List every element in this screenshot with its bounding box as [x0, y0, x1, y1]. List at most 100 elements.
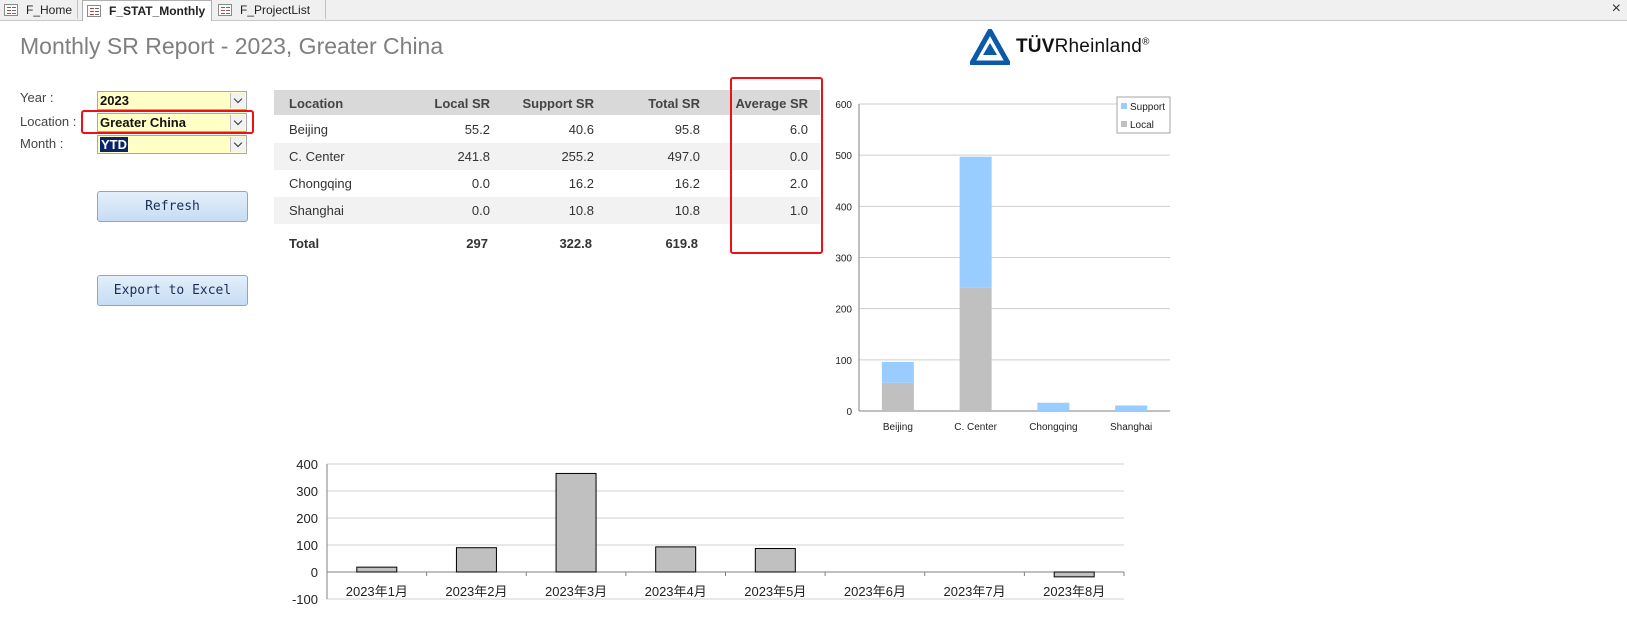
y-tick-label: 0 — [846, 407, 852, 418]
tab-label: F_Home — [26, 2, 73, 17]
location-label: Location : — [20, 114, 77, 129]
monthly-bar-chart: -100 0 100 200 300 400 2023年1月 2023年2月 2023年3月 20… — [292, 457, 1125, 607]
legend-swatch — [1121, 103, 1127, 109]
cell-total-sr: 10.8 — [674, 203, 700, 218]
year-label: Year : — [20, 90, 54, 105]
cell-local-sr: 0.0 — [471, 176, 490, 191]
y-tick-label: 100 — [296, 538, 318, 553]
header-location: Location — [289, 96, 344, 111]
document-tab-bar: F_Home F_STAT_Monthly F_ProjectList × — [0, 0, 1627, 21]
bar — [555, 472, 597, 573]
cell-total-support: 322.8 — [559, 236, 592, 251]
location-stacked-bar-chart: 0 100 200 300 400 500 600 Beijing C. Center Chong… — [835, 96, 1171, 433]
x-tick-label: 2023年6月 — [844, 584, 906, 599]
cell-location: C. Center — [289, 149, 345, 164]
bar-support — [881, 361, 914, 383]
cell-total-label: Total — [289, 236, 320, 251]
cell-support-sr: 255.2 — [561, 149, 594, 164]
table-header-row: Location Local SR Support SR Total SR Av… — [274, 90, 820, 115]
y-tick-label: 200 — [835, 305, 852, 316]
table-total-row: Total 297 322.8 619.8 — [274, 230, 820, 257]
bar-support — [959, 156, 992, 288]
tab-f-projectlist[interactable]: F_ProjectList — [214, 0, 326, 19]
cell-local-sr: 55.2 — [464, 122, 490, 137]
cell-local-sr: 0.0 — [471, 203, 490, 218]
cell-total-sr: 16.2 — [674, 176, 700, 191]
tuv-triangle-icon — [970, 29, 1010, 65]
highlight-box-location — [81, 110, 254, 134]
x-tick-label: 2023年7月 — [943, 584, 1005, 599]
cell-location: Shanghai — [289, 203, 344, 218]
x-tick-label: 2023年5月 — [744, 584, 806, 599]
x-tick-label: Chongqing — [1029, 422, 1077, 433]
registered-mark: ® — [1141, 36, 1150, 48]
close-icon[interactable]: × — [1611, 0, 1621, 17]
legend-swatch — [1121, 121, 1127, 127]
cell-average-sr: 2.0 — [789, 176, 808, 191]
cell-total-sum: 619.8 — [665, 236, 698, 251]
y-tick-label: 100 — [835, 356, 852, 367]
chevron-down-icon[interactable] — [230, 115, 245, 130]
y-tick-label: -100 — [292, 592, 318, 607]
x-tick-label: 2023年4月 — [645, 584, 707, 599]
cell-total-local: 297 — [466, 236, 488, 251]
chevron-down-icon[interactable] — [230, 137, 245, 152]
logo-text-rest: Rheinland — [1054, 36, 1142, 57]
header-support-sr: Support SR — [522, 96, 595, 111]
tab-label: F_STAT_Monthly — [109, 4, 206, 18]
refresh-button[interactable]: Refresh — [97, 191, 248, 222]
cell-support-sr: 16.2 — [568, 176, 594, 191]
tab-label: F_ProjectList — [240, 2, 311, 17]
cell-support-sr: 10.8 — [568, 203, 594, 218]
cell-location: Chongqing — [289, 176, 352, 191]
x-tick-label: 2023年3月 — [545, 584, 607, 599]
form-icon — [4, 3, 18, 16]
x-tick-label: 2023年1月 — [346, 584, 408, 599]
x-tick-label: 2023年8月 — [1043, 584, 1105, 599]
table-row: Beijing 55.2 40.6 95.8 6.0 — [274, 116, 820, 143]
location-combo[interactable]: Greater China — [97, 113, 247, 132]
bar — [655, 546, 697, 573]
table-row: Chongqing 0.0 16.2 16.2 2.0 — [274, 170, 820, 197]
cell-average-sr: 6.0 — [789, 122, 808, 137]
y-tick-label: 300 — [296, 484, 318, 499]
export-to-excel-button[interactable]: Export to Excel — [97, 275, 248, 306]
form-icon — [87, 5, 101, 17]
tab-f-stat-monthly[interactable]: F_STAT_Monthly — [82, 0, 212, 21]
y-tick-label: 0 — [311, 565, 318, 580]
cell-total-sr: 95.8 — [674, 122, 700, 137]
cell-support-sr: 40.6 — [568, 122, 594, 137]
bar-support — [1037, 402, 1070, 411]
company-logo: TÜVRheinland® — [970, 29, 1150, 65]
cell-local-sr: 241.8 — [457, 149, 490, 164]
location-value: Greater China — [100, 115, 186, 130]
x-tick-label: 2023年2月 — [445, 584, 507, 599]
year-combo[interactable]: 2023 — [97, 91, 247, 110]
cell-location: Beijing — [289, 122, 329, 137]
bar-local — [959, 287, 992, 411]
x-tick-label: Beijing — [883, 422, 913, 433]
month-label: Month : — [20, 136, 64, 151]
report-title: Monthly SR Report - 2023, Greater China — [20, 33, 444, 59]
x-tick-label: Shanghai — [1110, 422, 1152, 433]
bar-support — [1115, 405, 1148, 411]
form-icon — [218, 3, 232, 16]
y-tick-label: 300 — [835, 254, 852, 265]
cell-average-sr: 0.0 — [789, 149, 808, 164]
y-tick-label: 600 — [835, 100, 852, 111]
logo-text-bold: TÜV — [1016, 36, 1055, 57]
y-tick-label: 500 — [835, 151, 852, 162]
year-value: 2023 — [100, 93, 129, 108]
table-row: Shanghai 0.0 10.8 10.8 1.0 — [274, 197, 820, 224]
legend-label: Local — [1130, 120, 1154, 131]
header-total-sr: Total SR — [648, 96, 700, 111]
bar-local — [881, 382, 914, 411]
chevron-down-icon[interactable] — [230, 93, 245, 108]
month-combo[interactable]: YTD — [97, 135, 247, 154]
bar — [754, 548, 796, 573]
bar — [356, 566, 398, 573]
tab-f-home[interactable]: F_Home — [0, 0, 78, 19]
header-average-sr: Average SR — [735, 96, 809, 111]
month-value: YTD — [100, 137, 128, 152]
table-row: C. Center 241.8 255.2 497.0 0.0 — [274, 143, 820, 170]
